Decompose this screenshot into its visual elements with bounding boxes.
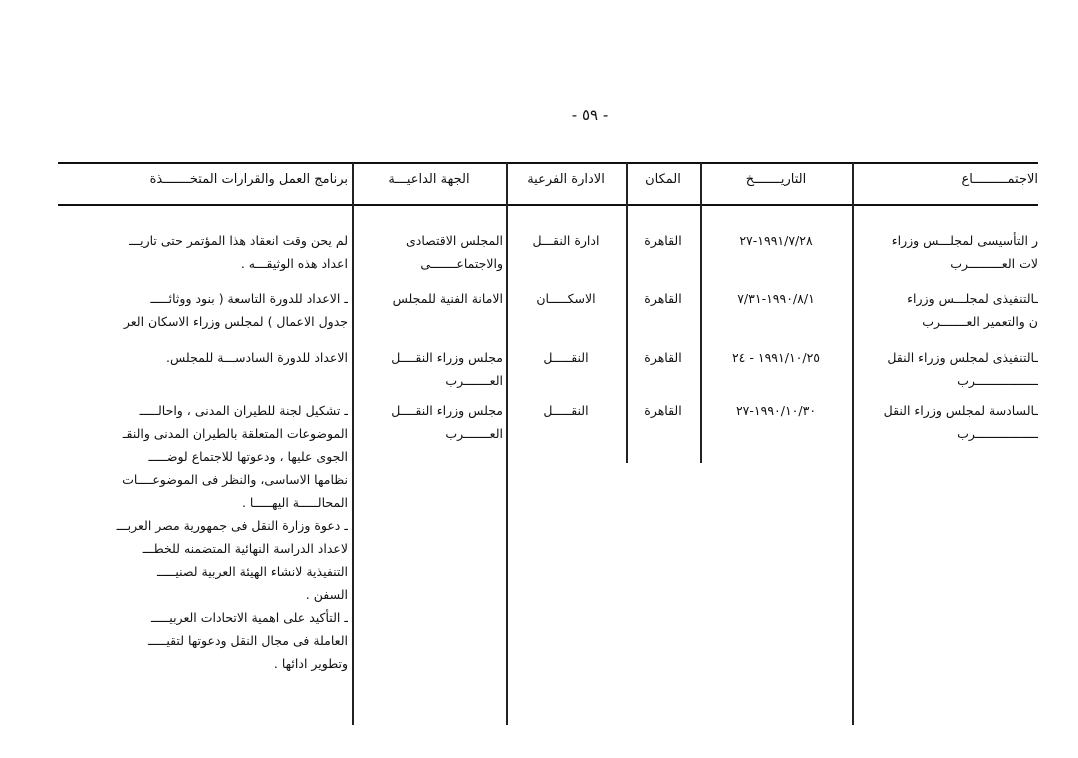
cell-place: القاهرة — [628, 287, 698, 310]
cell-line: ـ دعوة وزارة النقل فى جمهورية مصر العربـ… — [116, 518, 348, 533]
cell-line: المجلس الاقتصادى — [406, 233, 503, 248]
cell-line: السفن . — [305, 587, 348, 602]
cell-department: الاسكـــــان — [508, 287, 624, 310]
table-top-border — [58, 162, 1038, 164]
cell-line: ـالتنفيذى لمجلس وزراء النقل — [887, 350, 1038, 365]
cell-line: ١٩٩٠/٨/١-٧/٣١ — [737, 291, 815, 306]
cell-line: لاعداد الدراسة النهائية المتضمنه للخطـــ — [142, 541, 348, 556]
cell-line: ـــــــــــــــــرب — [957, 426, 1038, 441]
cell-line: الجوى عليها ، ودعوتها للاجتماع لوضـــــ — [148, 449, 348, 464]
cell-line: المحالـــــة اليهـــــا . — [241, 495, 348, 510]
cell-line: ١٩٩١/١٠/٢٥ - ٢٤ — [731, 350, 821, 365]
cell-line: النقـــــل — [543, 403, 589, 418]
cell-line: الموضوعات المتعلقة بالطيران المدنى والنق… — [122, 426, 348, 441]
cell-date: ١٩٩١/٧/٢٨-٢٧ — [702, 229, 850, 252]
column-divider — [700, 163, 702, 463]
cell-program: ـ تشكيل لجنة للطيران المدنى ، واحالـــــ… — [58, 399, 348, 675]
cell-line: ـ تشكيل لجنة للطيران المدنى ، واحالـــــ — [139, 403, 348, 418]
cell-line: القاهرة — [644, 403, 682, 418]
cell-department: النقـــــل — [508, 346, 624, 369]
cell-line: ن والتعمير العـــــــرب — [922, 314, 1038, 329]
cell-line: والاجتماعـــــــى — [420, 256, 503, 271]
cell-department: ادارة النقـــل — [508, 229, 624, 252]
header-date: التاريـــــــخ — [745, 172, 807, 187]
cell-meeting: ـالسادسة لمجلس وزراء النقل ــــــــــــــ… — [856, 399, 1038, 445]
cell-program: الاعداد للدورة السادســـة للمجلس. — [58, 346, 348, 369]
header-department: الادارة الفرعية — [527, 172, 605, 187]
header-program: برنامج العمل والقرارات المتخـــــــذة — [149, 172, 348, 187]
cell-department: النقـــــل — [508, 399, 624, 422]
cell-line: الامانة الفنية للمجلس — [392, 291, 503, 306]
cell-line: ـ التأكيد على اهمية الاتحادات العربيــــ… — [151, 610, 348, 625]
cell-line: العاملة فى مجال النقل ودعوتها لتقيـــــ — [148, 633, 348, 648]
cell-line: القاهرة — [644, 233, 682, 248]
cell-line: ـــــــــــــــــرب — [957, 373, 1038, 388]
cell-inviting-body: المجلس الاقتصادى والاجتماعـــــــى — [355, 229, 503, 275]
column-divider — [852, 163, 854, 725]
cell-line: الاسكـــــان — [536, 291, 596, 306]
cell-line: القاهرة — [644, 291, 682, 306]
header-inviting-body: الجهة الداعيـــة — [388, 172, 470, 187]
cell-inviting-body: الامانة الفنية للمجلس — [355, 287, 503, 310]
cell-line: التنفيذية لانشاء الهيئة العربية لصنيــــ… — [157, 564, 348, 579]
header-place: المكان — [645, 172, 681, 187]
cell-date: ١٩٩١/١٠/٢٥ - ٢٤ — [702, 346, 850, 369]
cell-line: النقـــــل — [543, 350, 589, 365]
cell-line: نظامها الاساسى، والنظر فى الموضوعــــات — [122, 472, 348, 487]
cell-program: لم يحن وقت انعقاد هذا المؤتمر حتى تاريــ… — [58, 229, 348, 275]
cell-program: ـ الاعداد للدورة التاسعة ( بنود ووثائـــ… — [58, 287, 348, 333]
cell-place: القاهرة — [628, 229, 698, 252]
cell-line: مجلس وزراء النقــــل — [391, 403, 503, 418]
cell-line: العـــــــرب — [445, 373, 503, 388]
column-divider — [352, 163, 354, 725]
cell-meeting: ـالتنفيذى لمجلس وزراء النقل ـــــــــــــ… — [856, 346, 1038, 392]
cell-line: ـالتنفيذى لمجلـــس وزراء — [907, 291, 1038, 306]
cell-line: اعداد هذه الوثيقـــه . — [240, 256, 348, 271]
cell-line: لم يحن وقت انعقاد هذا المؤتمر حتى تاريــ… — [129, 233, 348, 248]
cell-line: ـالسادسة لمجلس وزراء النقل — [883, 403, 1038, 418]
header-meeting: الاجتمـــــــــاع — [961, 172, 1039, 187]
cell-line: الاعداد للدورة السادســـة للمجلس. — [166, 350, 348, 365]
cell-place: القاهرة — [628, 399, 698, 422]
cell-place: القاهرة — [628, 346, 698, 369]
cell-inviting-body: مجلس وزراء النقــــل العـــــــرب — [355, 346, 503, 392]
cell-line: ١٩٩١/٧/٢٨-٢٧ — [739, 233, 813, 248]
column-divider — [506, 163, 508, 725]
table-header-border — [58, 204, 1038, 206]
cell-line: وتطوير ادائها . — [273, 656, 348, 671]
cell-inviting-body: مجلس وزراء النقــــل العـــــــرب — [355, 399, 503, 445]
cell-meeting: ر التأسيسى لمجلـــس وزراء لات العــــــــ… — [856, 229, 1038, 275]
cell-line: ادارة النقـــل — [532, 233, 600, 248]
cell-line: جدول الاعمال ) لمجلس وزراء الاسكان العر — [123, 314, 348, 329]
cell-meeting: ـالتنفيذى لمجلـــس وزراء ن والتعمير العــ… — [856, 287, 1038, 333]
cell-line: لات العـــــــــرب — [950, 256, 1038, 271]
page-number: - ٥٩ - — [571, 106, 609, 124]
cell-date: ١٩٩٠/٨/١-٧/٣١ — [702, 287, 850, 310]
cell-line: ١٩٩٠/١٠/٣٠-٢٧ — [735, 403, 817, 418]
cell-line: القاهرة — [644, 350, 682, 365]
cell-line: مجلس وزراء النقــــل — [391, 350, 503, 365]
cell-line: ـ الاعداد للدورة التاسعة ( بنود ووثائـــ… — [150, 291, 348, 306]
column-divider — [626, 163, 628, 463]
cell-date: ١٩٩٠/١٠/٣٠-٢٧ — [702, 399, 850, 422]
cell-line: ر التأسيسى لمجلـــس وزراء — [891, 233, 1038, 248]
cell-line: العـــــــرب — [445, 426, 503, 441]
